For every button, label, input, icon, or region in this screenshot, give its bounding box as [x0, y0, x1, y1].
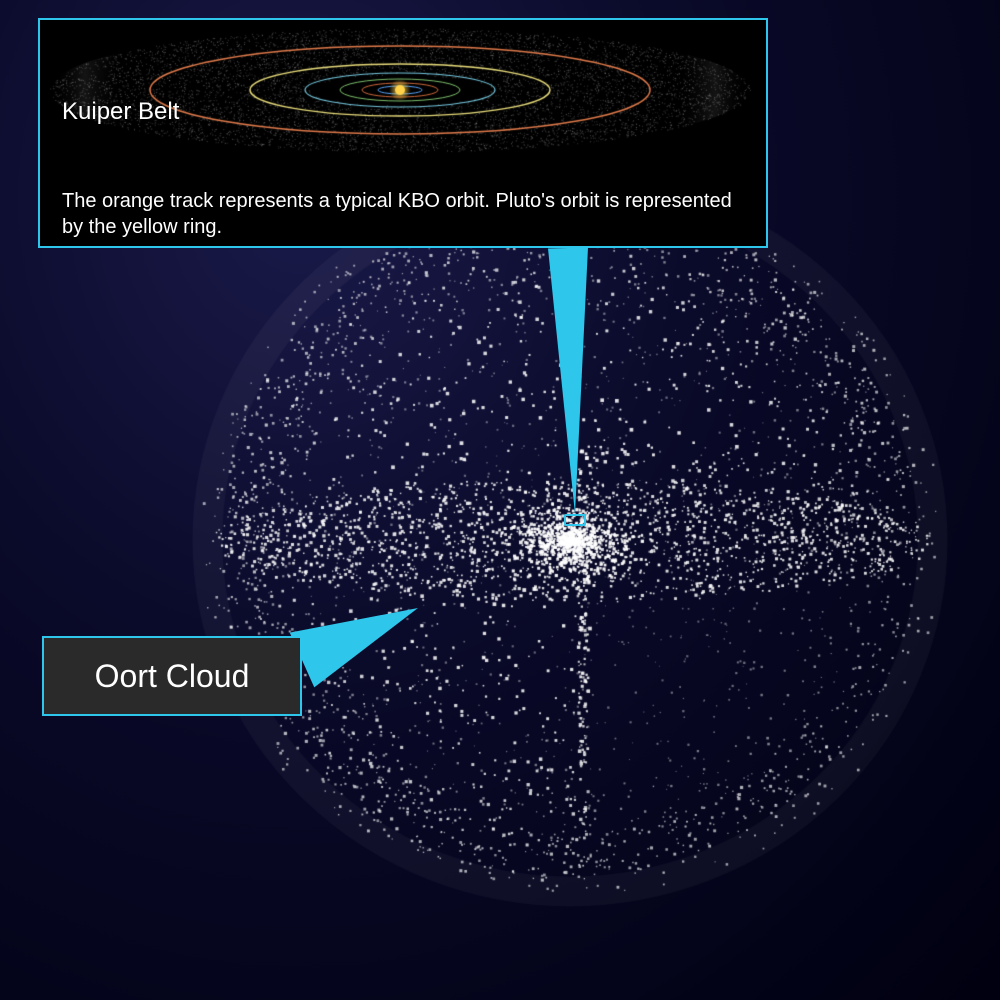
oort-label-panel: Oort Cloud	[42, 636, 302, 716]
kuiper-title: Kuiper Belt	[62, 98, 179, 126]
kuiper-caption: The orange track represents a typical KB…	[62, 188, 744, 240]
solar-system-marker	[564, 514, 586, 526]
oort-label-text: Oort Cloud	[95, 658, 250, 695]
kuiper-belt-inset: Kuiper Belt The orange track represents …	[38, 18, 768, 248]
